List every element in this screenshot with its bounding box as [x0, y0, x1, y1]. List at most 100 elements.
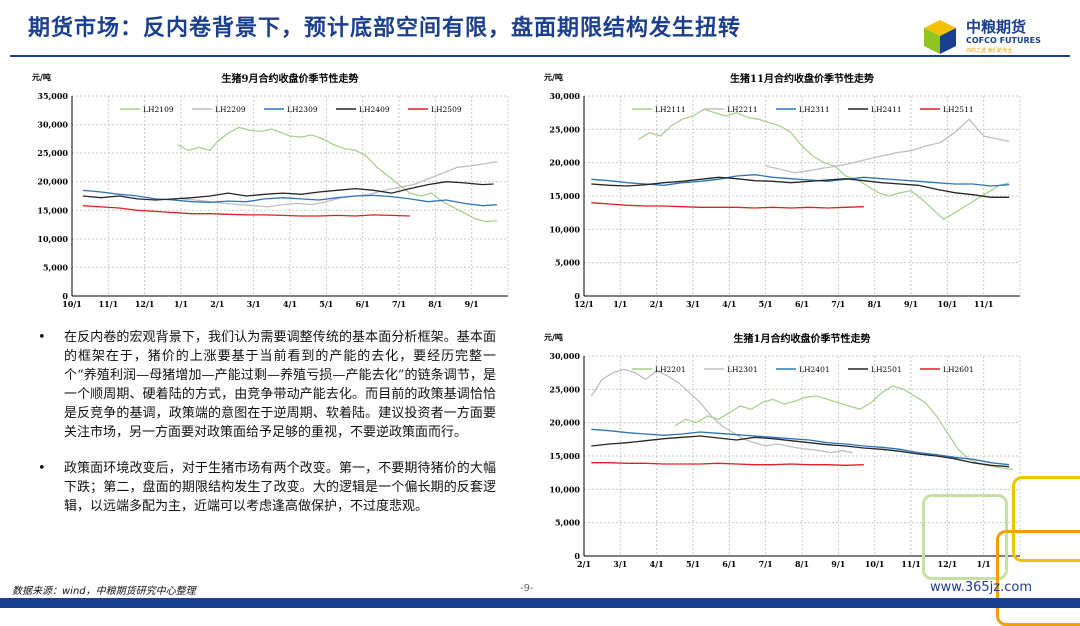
bullet-dot-icon: • [38, 461, 46, 476]
legend-label: LH2411 [871, 105, 902, 114]
logo-tagline: 你的之选 我们的专业 [966, 48, 1013, 54]
y-tick-label: 15,000 [549, 451, 580, 461]
x-tick-label: 7/1 [392, 299, 406, 308]
decor-frame-orange [996, 530, 1080, 626]
x-tick-label: 7/1 [759, 559, 773, 568]
chart-title: 生猪9月合约收盘价季节性走势 [222, 72, 359, 85]
chart-title: 生猪11月合约收盘价季节性走势 [730, 72, 874, 85]
series-line-lh2309 [82, 189, 498, 207]
decor-frame-green [922, 494, 1008, 580]
series-line-lh2601 [591, 462, 864, 466]
y-tick-label: 30,000 [549, 351, 580, 361]
x-tick-label: 8/1 [868, 299, 882, 308]
y-tick-label: 5,000 [43, 262, 68, 272]
x-tick-label: 6/1 [722, 559, 736, 568]
x-tick-label: 6/1 [356, 299, 370, 308]
x-tick-label: 9/1 [904, 299, 918, 308]
chart-title: 生猪1月合约收盘价季节性走势 [734, 332, 871, 345]
x-tick-label: 10/1 [62, 299, 82, 308]
legend-label: LH2601 [943, 365, 974, 374]
bullet-text: 政策面环境改变后，对于生猪市场有两个改变。第一，不要期待猪价的大幅下跌；第二，盘… [64, 461, 496, 514]
y-tick-label: 15,000 [37, 205, 68, 215]
legend-label: LH2201 [655, 365, 686, 374]
x-tick-label: 3/1 [686, 299, 700, 308]
y-tick-label: 10,000 [549, 224, 580, 234]
x-tick-label: 5/1 [686, 559, 700, 568]
x-tick-label: 2/1 [577, 559, 591, 568]
analysis-text: • 在反内卷的宏观背景下，我们认为需要调整传统的基本面分析框架。基本面的框架在于… [38, 328, 496, 533]
data-source: 数据来源：wind，中粮期货研究中心整理 [12, 586, 196, 597]
legend-label: LH2111 [655, 105, 686, 114]
bullet-dot-icon: • [38, 330, 46, 345]
y-tick-label: 5,000 [555, 258, 580, 268]
bullet-item: • 政策面环境改变后，对于生猪市场有两个改变。第一，不要期待猪价的大幅下跌；第二… [38, 459, 496, 516]
x-tick-label: 2/1 [210, 299, 224, 308]
chart-svg: 0 5,000 10,000 15,000 20,000 25,000 30,000 12/1… [544, 72, 1021, 308]
legend-label: LH2509 [431, 105, 462, 114]
chart-svg: 0 5,000 10,000 15,000 20,000 25,000 30,000 2/1 3… [544, 332, 1021, 568]
y-tick-label: 15,000 [549, 191, 580, 201]
y-tick-label: 25,000 [549, 384, 580, 394]
chart-lh-sep: 0 5,000 10,000 15,000 20,000 25,000 30,000 35,0… [28, 68, 520, 308]
title-divider [10, 55, 1070, 57]
x-tick-label: 5/1 [759, 299, 773, 308]
x-tick-label: 1/1 [174, 299, 188, 308]
x-tick-label: 11/1 [901, 559, 921, 568]
bottom-bar [0, 598, 1080, 608]
legend-label: LH2301 [727, 365, 758, 374]
y-unit-label: 元/吨 [544, 332, 563, 342]
legend-label: LH2409 [359, 105, 390, 114]
series-line-lh2409 [82, 181, 494, 201]
chart-lh-nov: 0 5,000 10,000 15,000 20,000 25,000 30,000 12/1… [540, 68, 1032, 308]
x-tick-label: 6/1 [795, 299, 809, 308]
y-tick-label: 20,000 [549, 158, 580, 168]
series-line-lh2311 [591, 174, 1010, 187]
x-tick-label: 10/1 [865, 559, 885, 568]
x-tick-label: 8/1 [795, 559, 809, 568]
x-tick-label: 8/1 [428, 299, 442, 308]
series-line-lh2301 [590, 368, 854, 454]
series-line-lh2201 [674, 385, 1013, 470]
y-tick-label: 30,000 [37, 120, 68, 130]
series-line-lh2211 [765, 118, 1010, 174]
logo-cube-icon [924, 20, 956, 54]
y-tick-label: 20,000 [37, 177, 68, 187]
y-tick-label: 0 [62, 291, 68, 301]
chart-svg: 0 5,000 10,000 15,000 20,000 25,000 30,000 35,0… [32, 72, 509, 308]
x-tick-label: 2/1 [650, 299, 664, 308]
x-tick-label: 12/1 [135, 299, 155, 308]
y-unit-label: 元/吨 [544, 72, 563, 82]
x-tick-label: 1/1 [977, 559, 991, 568]
legend-label: LH2311 [799, 105, 830, 114]
x-tick-label: 11/1 [974, 299, 994, 308]
y-tick-label: 0 [574, 551, 580, 561]
page-number: -9- [520, 583, 534, 594]
bullet-text: 在反内卷的宏观背景下，我们认为需要调整传统的基本面分析框架。基本面的框架在于，猪… [64, 330, 496, 440]
x-tick-label: 7/1 [831, 299, 845, 308]
legend-label: LH2401 [799, 365, 830, 374]
series-line-lh2509 [82, 205, 410, 217]
y-tick-label: 35,000 [37, 91, 68, 101]
bullet-item: • 在反内卷的宏观背景下，我们认为需要调整传统的基本面分析框架。基本面的框架在于… [38, 328, 496, 442]
legend-label: LH2109 [143, 105, 174, 114]
legend-label: LH2211 [727, 105, 758, 114]
page-title: 期货市场：反内卷背景下，预计底部空间有限，盘面期限结构发生扭转 [28, 16, 742, 41]
decor-frame-gold [1012, 476, 1080, 562]
x-tick-label: 4/1 [650, 559, 664, 568]
y-tick-label: 30,000 [549, 91, 580, 101]
x-tick-label: 9/1 [465, 299, 479, 308]
x-tick-label: 4/1 [722, 299, 736, 308]
chart-lh-jan: 0 5,000 10,000 15,000 20,000 25,000 30,000 2/1 3… [540, 328, 1032, 568]
x-tick-label: 12/1 [574, 299, 594, 308]
series-line-lh2511 [591, 202, 864, 209]
y-tick-label: 5,000 [555, 518, 580, 528]
y-tick-label: 25,000 [37, 148, 68, 158]
y-tick-label: 0 [574, 291, 580, 301]
watermark-text: www.365jz.com [930, 580, 1032, 595]
x-tick-label: 3/1 [247, 299, 261, 308]
legend-label: LH2209 [215, 105, 246, 114]
x-tick-label: 4/1 [283, 299, 297, 308]
logo-en-text: COFCO FUTURES [966, 36, 1041, 45]
x-tick-label: 5/1 [319, 299, 333, 308]
y-tick-label: 10,000 [37, 234, 68, 244]
